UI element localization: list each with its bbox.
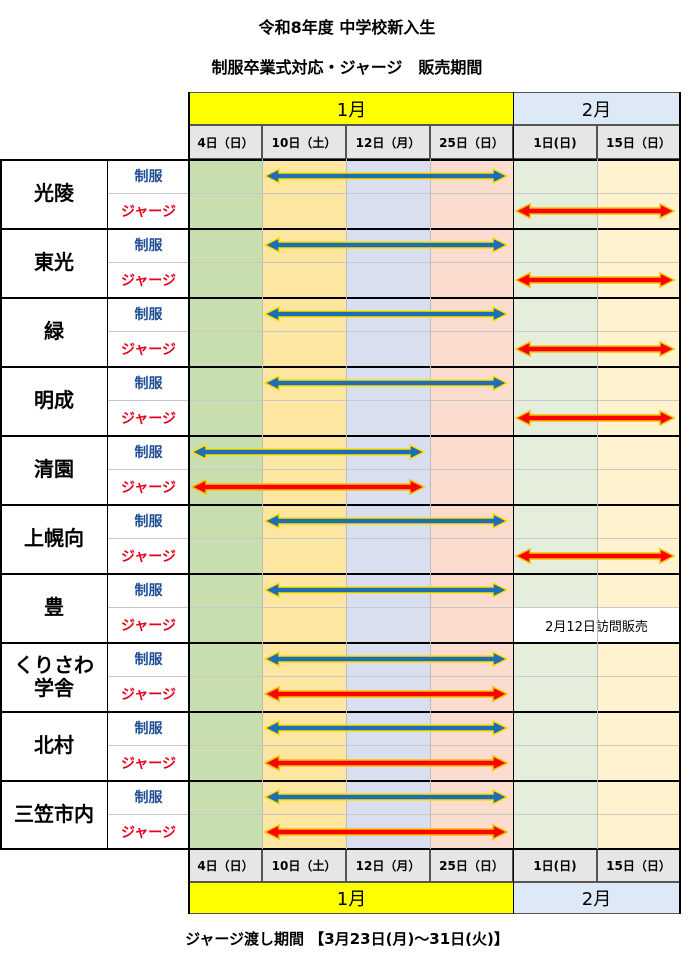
jersey-period-arrow [263,685,509,703]
jersey-period-arrow [514,340,676,358]
date-header-top-0: 4日（日） [189,125,262,159]
uniform-label: 制服 [134,445,163,461]
row-separator [108,400,680,401]
uniform-period-arrow [263,719,509,737]
uniform-period-arrow [263,512,509,530]
grid-line [0,159,2,849]
grid-line [346,159,347,849]
jersey-note: 2月12日訪問販売 [513,608,680,642]
jersey-label: ジャージ [120,617,177,634]
grid-line [0,642,680,644]
grid-line [0,366,680,368]
school-name: 東光 [34,250,74,274]
row-separator [108,469,680,470]
grid-line [0,297,680,299]
uniform-period-arrow [263,167,509,185]
jersey-label: ジャージ [120,272,177,289]
jersey-period-arrow [514,271,676,289]
month-header-feb-top: 2月 [513,92,680,125]
month-header-jan-bottom: 1月 [189,882,514,914]
grid-line [0,573,680,575]
row-separator [108,193,680,194]
row-separator [108,262,680,263]
footer-jersey-handover: ジャージ渡し期間 【3月23日(月)～31日(火)】 [185,930,509,948]
grid-line [0,504,680,506]
date-header-bottom-2: 12日（月） [346,849,430,882]
grid-line [430,159,431,849]
title-line-2: 制服卒業式対応・ジャージ 販売期間 [211,58,483,77]
uniform-label: 制服 [134,376,163,392]
row-separator [108,331,680,332]
month-header-jan-top: 1月 [189,92,514,125]
grid-line [0,711,680,713]
date-header-bottom-1: 10日（土） [262,849,346,882]
jersey-period-arrow [514,202,676,220]
row-separator [108,676,680,677]
uniform-period-arrow [263,650,509,668]
jersey-label: ジャージ [120,479,177,496]
month-header-feb-bottom: 2月 [513,882,680,914]
uniform-label: 制服 [134,238,163,254]
grid-line [679,92,681,914]
school-name: 豊 [44,595,64,619]
date-header-top-2: 12日（月） [346,125,430,159]
jersey-label: ジャージ [120,410,177,427]
uniform-label: 制服 [134,169,163,185]
jersey-label: ジャージ [120,548,177,565]
jersey-label: ジャージ [120,824,177,841]
grid-line [107,159,108,849]
row-separator [108,538,680,539]
grid-line [262,159,263,849]
grid-line [0,228,680,230]
jersey-label: ジャージ [120,686,177,703]
uniform-label: 制服 [134,721,163,737]
row-separator [108,607,680,608]
grid-line [188,92,190,914]
uniform-period-arrow [263,236,509,254]
grid-line [0,435,680,437]
jersey-label: ジャージ [120,203,177,220]
uniform-label: 制服 [134,652,163,668]
date-header-bottom-4: 1日(日) [513,849,597,882]
jersey-period-arrow [263,823,509,841]
grid-line [513,92,514,914]
school-name: 清園 [34,457,74,481]
title-line-1: 令和8年度 中学校新入生 [258,18,436,37]
jersey-label: ジャージ [120,341,177,358]
uniform-label: 制服 [134,307,163,323]
uniform-period-arrow [263,374,509,392]
grid-line [0,780,680,782]
grid-line [597,159,598,849]
grid-line [0,848,680,850]
uniform-label: 制服 [134,583,163,599]
date-header-top-4: 1日(日) [513,125,597,159]
grid-line [0,159,680,161]
uniform-period-arrow [263,788,509,806]
uniform-label: 制服 [134,514,163,530]
date-header-top-3: 25日（日） [430,125,513,159]
uniform-period-arrow [190,443,426,461]
jersey-period-arrow [514,547,676,565]
school-name: 光陵 [34,181,74,205]
row-separator [108,814,680,815]
date-header-top-5: 15日（日） [597,125,680,159]
school-name: 明成 [34,388,74,412]
school-name: 北村 [34,733,74,757]
row-separator [108,745,680,746]
school-name: くりさわ 学舎 [14,652,94,700]
school-name: 三笠市内 [14,802,94,826]
jersey-label: ジャージ [120,755,177,772]
uniform-period-arrow [263,305,509,323]
school-name: 上幌向 [24,526,84,550]
uniform-label: 制服 [134,790,163,806]
jersey-period-arrow [263,754,509,772]
jersey-period-arrow [190,478,426,496]
uniform-period-arrow [263,581,509,599]
date-header-top-1: 10日（土） [262,125,346,159]
jersey-period-arrow [514,409,676,427]
school-name: 緑 [44,319,64,343]
